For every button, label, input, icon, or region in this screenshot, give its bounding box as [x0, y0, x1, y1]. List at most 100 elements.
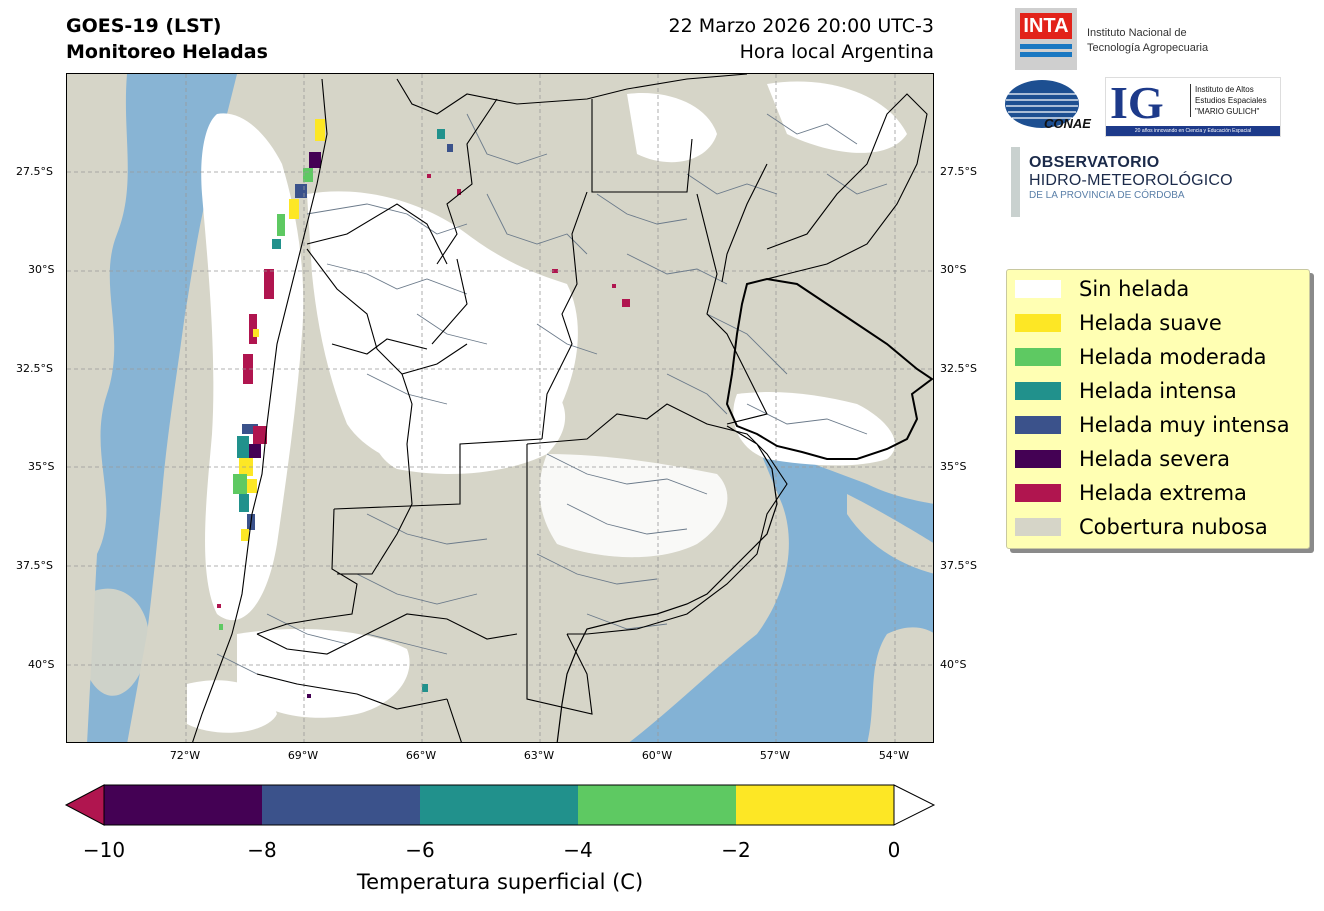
- lon-label-5: 60°W: [641, 749, 673, 762]
- frost-cluster-central: [233, 424, 267, 541]
- frost-map: [66, 73, 934, 743]
- conae-logo: CONAE: [1004, 78, 1091, 134]
- lat-label-left-4: 35°S: [28, 460, 55, 473]
- colorbar-tick-1: −10: [82, 838, 126, 862]
- inta-text-2: Tecnología Agropecuaria: [1087, 42, 1209, 54]
- legend-swatch: [1015, 314, 1061, 332]
- title-line-1: GOES-19 (LST): [66, 15, 222, 37]
- legend-item-helada-extrema: Helada extrema: [1015, 478, 1247, 508]
- lat-label-left-3: 32.5°S: [16, 362, 53, 375]
- lon-label-3: 66°W: [405, 749, 437, 762]
- colorbar: [64, 784, 936, 826]
- pacific-clouds: [67, 74, 128, 742]
- legend: Sin helada Helada suave Helada moderada …: [1006, 269, 1310, 549]
- lon-label-2: 69°W: [287, 749, 319, 762]
- colorbar-under-arrow: [64, 784, 105, 826]
- colorbar-over-arrow: [893, 784, 936, 826]
- clear-zone-south: [237, 629, 410, 718]
- obs-line-3: DE LA PROVINCIA DE CÓRDOBA: [1029, 190, 1185, 201]
- legend-item-cobertura-nubosa: Cobertura nubosa: [1015, 512, 1268, 542]
- ig-logo: IG Instituto de Altos Estudios Espaciale…: [1105, 77, 1281, 137]
- lat-label-right-6: 40°S: [940, 658, 967, 671]
- conae-globe-icon: [1005, 80, 1079, 128]
- lon-label-7: 54°W: [878, 749, 910, 762]
- inta-mark: INTA: [1020, 13, 1072, 39]
- lon-label-1: 72°W: [169, 749, 201, 762]
- lon-label-4: 63°W: [523, 749, 555, 762]
- colorbar-tick-6: 0: [887, 838, 901, 862]
- lat-label-right-5: 37.5°S: [940, 559, 977, 572]
- legend-label: Helada severa: [1079, 447, 1230, 471]
- title-line-2: Monitoreo Heladas: [66, 41, 268, 63]
- pacific-clouds-2: [87, 588, 149, 696]
- colorbar-bin-2: [262, 785, 420, 825]
- lat-label-right-4: 35°S: [940, 460, 967, 473]
- legend-label: Helada muy intensa: [1079, 413, 1290, 437]
- lat-label-right-2: 30°S: [940, 263, 967, 276]
- legend-label: Helada intensa: [1079, 379, 1237, 403]
- legend-label: Helada moderada: [1079, 345, 1267, 369]
- ig-text-2: Estudios Espaciales: [1195, 96, 1267, 105]
- atlantic-clouds: [847, 494, 933, 574]
- colorbar-tick-3: −6: [405, 838, 435, 862]
- observatorio-bar: [1011, 147, 1020, 217]
- legend-swatch: [1015, 382, 1061, 400]
- legend-swatch: [1015, 450, 1061, 468]
- colorbar-bin-1: [104, 785, 262, 825]
- map-canvas: [67, 74, 933, 742]
- ig-name: Instituto de Altos Estudios Espaciales "…: [1190, 84, 1267, 117]
- legend-label: Cobertura nubosa: [1079, 515, 1268, 539]
- province-borders: [192, 74, 928, 742]
- colorbar-bin-3: [420, 785, 578, 825]
- clear-zone-uruguay: [733, 392, 896, 466]
- colorbar-tick-2: −8: [247, 838, 277, 862]
- uruguay-border: [725, 277, 933, 460]
- department-borders: [216, 113, 888, 685]
- atlantic-clouds-2: [867, 627, 933, 742]
- legend-swatch: [1015, 416, 1061, 434]
- date-line-2: Hora local Argentina: [739, 41, 934, 63]
- legend-swatch: [1015, 280, 1061, 298]
- lon-label-6: 57°W: [759, 749, 791, 762]
- legend-label: Sin helada: [1079, 277, 1190, 301]
- legend-item-helada-severa: Helada severa: [1015, 444, 1230, 474]
- obs-line-1: OBSERVATORIO: [1029, 154, 1160, 171]
- date-line-1: 22 Marzo 2026 20:00 UTC-3: [668, 15, 935, 37]
- legend-swatch: [1015, 484, 1061, 502]
- lat-label-left-6: 40°S: [28, 658, 55, 671]
- obs-line-2: HIDRO-METEOROLÓGICO: [1029, 172, 1233, 189]
- legend-swatch: [1015, 518, 1061, 536]
- legend-item-sin-helada: Sin helada: [1015, 274, 1189, 304]
- ig-tagline: 20 años innovando en Ciencia y Educación…: [1106, 126, 1280, 136]
- colorbar-tick-4: −4: [563, 838, 593, 862]
- lat-label-right-1: 27.5°S: [940, 165, 977, 178]
- conae-mark: CONAE: [1044, 116, 1091, 131]
- colorbar-bin-4: [578, 785, 736, 825]
- clear-zone-north: [627, 93, 717, 163]
- inta-text-1: Instituto Nacional de: [1087, 27, 1187, 39]
- frost-scatter: [217, 129, 630, 698]
- ig-mark: IG: [1110, 77, 1164, 128]
- colorbar-title: Temperatura superficial (C): [356, 870, 644, 894]
- legend-item-helada-muy-intensa: Helada muy intensa: [1015, 410, 1290, 440]
- map-title: GOES-19 (LST) Monitoreo Heladas: [66, 13, 268, 65]
- legend-item-helada-suave: Helada suave: [1015, 308, 1222, 338]
- clear-zone-pampa: [539, 454, 728, 558]
- lat-label-left-5: 37.5°S: [16, 559, 53, 572]
- colorbar-tick-5: −2: [721, 838, 751, 862]
- legend-item-helada-intensa: Helada intensa: [1015, 376, 1237, 406]
- legend-item-helada-moderada: Helada moderada: [1015, 342, 1267, 372]
- inta-name: Instituto Nacional de Tecnología Agropec…: [1087, 26, 1208, 56]
- ig-text-1: Instituto de Altos: [1195, 85, 1254, 94]
- atlantic-coast: [556, 425, 778, 742]
- legend-label: Helada suave: [1079, 311, 1222, 335]
- ig-text-3: "MARIO GULICH": [1195, 107, 1260, 116]
- clear-zone-ne: [767, 81, 907, 153]
- graticule: [67, 74, 933, 742]
- lat-label-left-1: 27.5°S: [16, 165, 53, 178]
- observatorio-logo: OBSERVATORIO HIDRO-METEOROLÓGICO DE LA P…: [1029, 154, 1233, 201]
- clear-zone-center-2: [363, 344, 566, 474]
- legend-label: Helada extrema: [1079, 481, 1247, 505]
- lat-label-left-2: 30°S: [28, 263, 55, 276]
- inta-logo: INTA: [1015, 8, 1077, 70]
